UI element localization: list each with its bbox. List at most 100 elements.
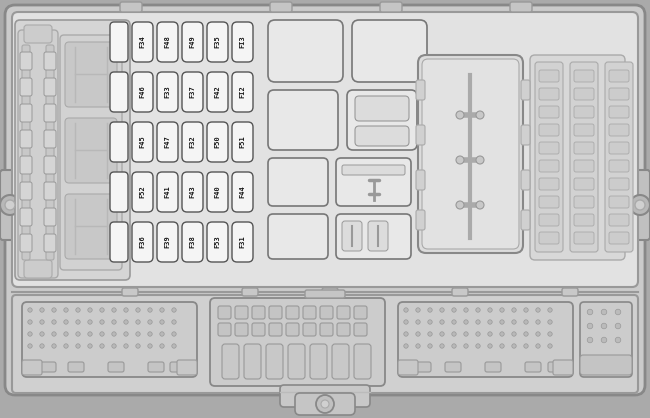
Text: F53: F53 [214,236,220,248]
FancyBboxPatch shape [580,302,632,377]
Circle shape [28,308,32,312]
FancyBboxPatch shape [44,182,56,200]
FancyBboxPatch shape [548,362,564,372]
Circle shape [5,200,15,210]
FancyBboxPatch shape [44,78,56,96]
Circle shape [440,332,444,336]
FancyBboxPatch shape [609,160,629,172]
Circle shape [488,308,492,312]
FancyBboxPatch shape [177,360,197,375]
Circle shape [601,309,607,315]
FancyBboxPatch shape [418,55,523,253]
FancyBboxPatch shape [122,288,138,296]
FancyBboxPatch shape [207,172,228,212]
Text: F37: F37 [190,86,196,98]
FancyBboxPatch shape [132,22,153,62]
FancyBboxPatch shape [218,306,231,319]
FancyBboxPatch shape [398,360,418,375]
Circle shape [500,320,504,324]
Text: F40: F40 [214,186,220,199]
Circle shape [28,344,32,348]
FancyBboxPatch shape [270,2,292,12]
FancyBboxPatch shape [630,170,650,240]
FancyBboxPatch shape [132,72,153,112]
Circle shape [428,320,432,324]
Circle shape [500,332,504,336]
FancyBboxPatch shape [44,104,56,122]
Circle shape [160,320,164,324]
Circle shape [524,332,528,336]
Circle shape [321,400,329,408]
FancyBboxPatch shape [182,222,203,262]
Text: F42: F42 [214,86,220,98]
FancyBboxPatch shape [574,124,594,136]
Circle shape [52,344,56,348]
Circle shape [148,332,152,336]
FancyBboxPatch shape [110,22,128,62]
FancyBboxPatch shape [539,214,559,226]
Circle shape [112,332,116,336]
Circle shape [512,308,516,312]
FancyBboxPatch shape [244,344,261,379]
FancyBboxPatch shape [22,302,197,377]
FancyBboxPatch shape [286,323,299,336]
Circle shape [136,320,140,324]
Circle shape [548,332,552,336]
FancyBboxPatch shape [521,170,530,190]
Text: F48: F48 [164,36,170,48]
Circle shape [172,320,176,324]
FancyBboxPatch shape [609,70,629,82]
FancyBboxPatch shape [320,323,333,336]
FancyBboxPatch shape [609,124,629,136]
FancyBboxPatch shape [539,142,559,154]
FancyBboxPatch shape [182,122,203,162]
FancyBboxPatch shape [609,106,629,118]
Circle shape [452,332,456,336]
FancyBboxPatch shape [20,78,32,96]
Circle shape [136,344,140,348]
Circle shape [601,323,607,329]
FancyBboxPatch shape [40,362,56,372]
FancyBboxPatch shape [609,196,629,208]
FancyBboxPatch shape [332,344,349,379]
FancyBboxPatch shape [157,22,178,62]
Circle shape [548,308,552,312]
Circle shape [404,320,408,324]
Circle shape [500,344,504,348]
Circle shape [124,344,128,348]
Circle shape [548,320,552,324]
Circle shape [88,344,92,348]
FancyBboxPatch shape [539,106,559,118]
Circle shape [40,320,44,324]
FancyBboxPatch shape [574,88,594,100]
FancyBboxPatch shape [20,130,32,148]
FancyBboxPatch shape [266,344,283,379]
FancyBboxPatch shape [157,222,178,262]
Circle shape [512,332,516,336]
FancyBboxPatch shape [320,306,333,319]
FancyBboxPatch shape [44,52,56,70]
FancyBboxPatch shape [110,72,128,112]
Text: F32: F32 [190,135,196,148]
FancyBboxPatch shape [132,122,153,162]
Circle shape [112,308,116,312]
FancyBboxPatch shape [110,122,128,162]
FancyBboxPatch shape [295,393,355,415]
Circle shape [112,320,116,324]
FancyBboxPatch shape [60,35,122,270]
Circle shape [587,323,593,329]
FancyBboxPatch shape [157,122,178,162]
FancyBboxPatch shape [44,208,56,226]
Circle shape [524,308,528,312]
FancyBboxPatch shape [574,196,594,208]
Circle shape [136,332,140,336]
Circle shape [548,344,552,348]
FancyBboxPatch shape [609,214,629,226]
Circle shape [536,308,540,312]
Circle shape [615,323,621,329]
Circle shape [464,344,468,348]
FancyBboxPatch shape [574,142,594,154]
FancyBboxPatch shape [539,124,559,136]
FancyBboxPatch shape [336,158,411,206]
FancyBboxPatch shape [157,72,178,112]
